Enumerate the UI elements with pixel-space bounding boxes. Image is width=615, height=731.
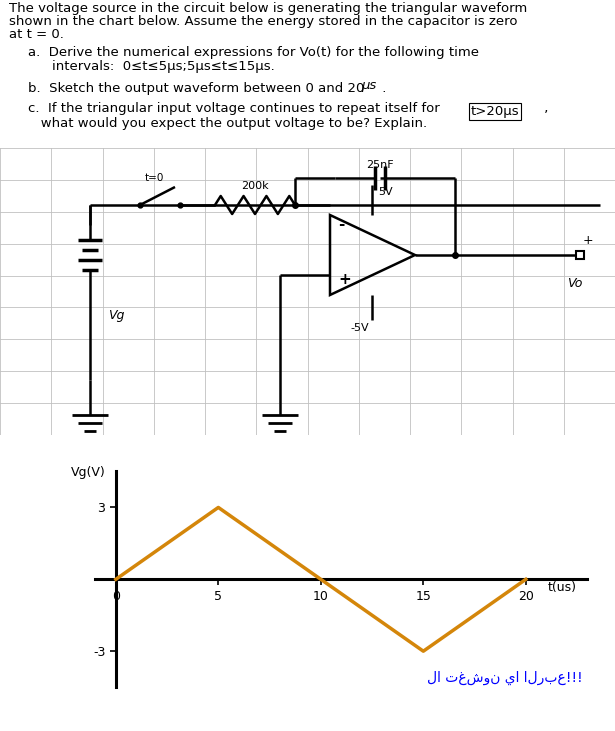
- Text: 5V: 5V: [378, 187, 392, 197]
- Text: c.  If the triangular input voltage continues to repeat itself for: c. If the triangular input voltage conti…: [28, 102, 440, 115]
- Text: .: .: [378, 82, 387, 95]
- Text: The voltage source in the circuit below is generating the triangular waveform: The voltage source in the circuit below …: [9, 2, 528, 15]
- Text: 200k: 200k: [241, 181, 269, 191]
- Text: لا تغشون يا الربع!!!: لا تغشون يا الربع!!!: [427, 671, 582, 685]
- Text: -: -: [338, 218, 344, 232]
- Text: at t = 0.: at t = 0.: [9, 28, 64, 41]
- Text: t(us): t(us): [548, 580, 577, 594]
- Text: what would you expect the output voltage to be? Explain.: what would you expect the output voltage…: [28, 117, 427, 130]
- Text: t=0: t=0: [145, 173, 164, 183]
- Text: 25nF: 25nF: [366, 160, 394, 170]
- Text: Vg: Vg: [108, 308, 124, 322]
- Text: t>20μs: t>20μs: [470, 105, 520, 118]
- Text: μs: μs: [362, 79, 377, 92]
- Text: intervals:  0≤t≤5μs;5μs≤t≤15μs.: intervals: 0≤t≤5μs;5μs≤t≤15μs.: [52, 60, 275, 73]
- Text: -5V: -5V: [351, 323, 370, 333]
- Text: Vo: Vo: [567, 277, 582, 290]
- Text: a.  Derive the numerical expressions for Vo(t) for the following time: a. Derive the numerical expressions for …: [28, 46, 478, 59]
- Text: Vg(V): Vg(V): [71, 466, 106, 479]
- Text: shown in the chart below. Assume the energy stored in the capacitor is zero: shown in the chart below. Assume the ene…: [9, 15, 518, 28]
- Text: b.  Sketch the output waveform between 0 and 20: b. Sketch the output waveform between 0 …: [28, 82, 373, 95]
- Text: +: +: [583, 234, 593, 247]
- Text: +: +: [338, 273, 351, 287]
- Text: ,: ,: [540, 102, 549, 115]
